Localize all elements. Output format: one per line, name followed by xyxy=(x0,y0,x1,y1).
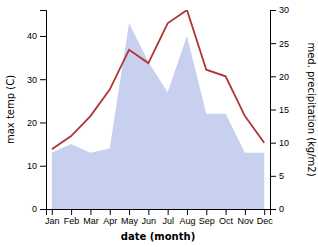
x-tick-label: Dec xyxy=(257,216,274,226)
x-tick-mark xyxy=(110,209,111,215)
x-tick-label: Oct xyxy=(219,216,234,226)
y2-tick-mark xyxy=(270,209,276,210)
y2-tick-label: 10 xyxy=(279,138,289,148)
x-tick: Jul xyxy=(162,209,174,226)
x-tick: Feb xyxy=(64,209,80,226)
x-tick-mark xyxy=(168,209,169,215)
x-tick-label: Jan xyxy=(45,216,60,226)
plot: Jan FebMar Apr MayJun Jul Aug Sep OctNovDec 0 10 2… xyxy=(5,5,317,242)
y-tick-label: 40 xyxy=(27,31,37,41)
y2-tick-label: 0 xyxy=(279,204,284,214)
x-tick-mark xyxy=(245,209,246,215)
x-axis-line xyxy=(47,210,271,216)
x-tick-label: Sep xyxy=(199,216,215,226)
chart: Jan FebMar Apr MayJun Jul Aug Sep OctNovDec 0 10 2… xyxy=(0,0,318,247)
y2-tick: 10 xyxy=(270,138,289,148)
y-axis-line xyxy=(40,11,47,210)
x-tick-label: Jul xyxy=(162,216,174,226)
x-tick-label: Jun xyxy=(142,216,157,226)
y-tick-mark xyxy=(40,209,46,210)
y2-tick-label: 5 xyxy=(279,171,284,181)
y2-tick-mark xyxy=(270,43,276,44)
x-tick-mark xyxy=(264,209,265,215)
x-tick: Oct xyxy=(219,209,234,226)
y-tick-label: 20 xyxy=(27,118,37,128)
y2-tick-label: 20 xyxy=(279,72,289,82)
x-axis-title: date (month) xyxy=(121,231,195,242)
y-tick-mark xyxy=(40,122,46,123)
x-tick: Sep xyxy=(199,209,215,226)
x-tick-mark xyxy=(129,209,130,215)
y-axis-title: max temp (C) xyxy=(5,75,16,144)
x-tick-mark xyxy=(52,209,53,215)
y-tick-mark xyxy=(40,79,46,80)
y2-tick: 15 xyxy=(270,105,289,115)
x-tick-label: Mar xyxy=(83,216,99,226)
x-tick-mark xyxy=(90,209,91,215)
y2-axis: 0 5 10 15 20 25 30 xyxy=(270,5,289,214)
y-tick-label: 10 xyxy=(27,161,37,171)
temp-area xyxy=(52,23,264,209)
x-tick: Aug xyxy=(179,209,195,226)
x-tick-mark xyxy=(206,209,207,215)
x-tick: Nov xyxy=(237,209,254,226)
y-tick: 0 xyxy=(32,204,46,214)
y2-tick-mark xyxy=(270,10,276,11)
y2-tick: 25 xyxy=(270,39,289,49)
y-tick: 30 xyxy=(27,75,46,85)
x-tick-mark xyxy=(148,209,149,215)
y-axis: 0 10 20 30 40 xyxy=(27,11,47,215)
y2-axis-line xyxy=(271,11,277,210)
x-tick-label: Apr xyxy=(103,216,117,226)
y-tick-mark xyxy=(40,36,46,37)
y2-tick-mark xyxy=(270,110,276,111)
y-tick-mark xyxy=(40,166,46,167)
y2-axis-title: med. precipitation (kg/m2) xyxy=(306,42,317,176)
y2-tick: 5 xyxy=(270,171,284,181)
x-tick: Apr xyxy=(103,209,117,226)
y-tick-label: 30 xyxy=(27,75,37,85)
x-tick-label: Nov xyxy=(237,216,254,226)
x-tick-label: Feb xyxy=(64,216,80,226)
x-tick-mark xyxy=(187,209,188,215)
x-tick: Mar xyxy=(83,209,99,226)
y2-tick: 30 xyxy=(270,5,289,15)
marks xyxy=(52,10,264,209)
x-tick: Jan xyxy=(45,209,60,226)
y2-tick-mark xyxy=(270,76,276,77)
x-tick: May xyxy=(121,209,139,226)
y2-tick-label: 25 xyxy=(279,39,289,49)
y2-tick-label: 15 xyxy=(279,105,289,115)
x-axis: Jan FebMar Apr MayJun Jul Aug Sep OctNovDec xyxy=(45,209,273,226)
x-tick-label: May xyxy=(121,216,139,226)
y2-tick: 20 xyxy=(270,72,289,82)
x-tick-label: Aug xyxy=(179,216,195,226)
y-tick: 20 xyxy=(27,118,46,128)
y2-tick-label: 30 xyxy=(279,5,289,15)
x-tick-mark xyxy=(226,209,227,215)
y-tick: 10 xyxy=(27,161,46,171)
x-tick: Jun xyxy=(142,209,157,226)
y2-tick-mark xyxy=(270,143,276,144)
y-tick: 40 xyxy=(27,31,46,41)
precip-line xyxy=(52,10,264,149)
y2-tick: 0 xyxy=(270,204,284,214)
x-tick-mark xyxy=(71,209,72,215)
y2-tick-mark xyxy=(270,176,276,177)
x-tick: Dec xyxy=(257,209,274,226)
y-tick-label: 0 xyxy=(32,204,37,214)
